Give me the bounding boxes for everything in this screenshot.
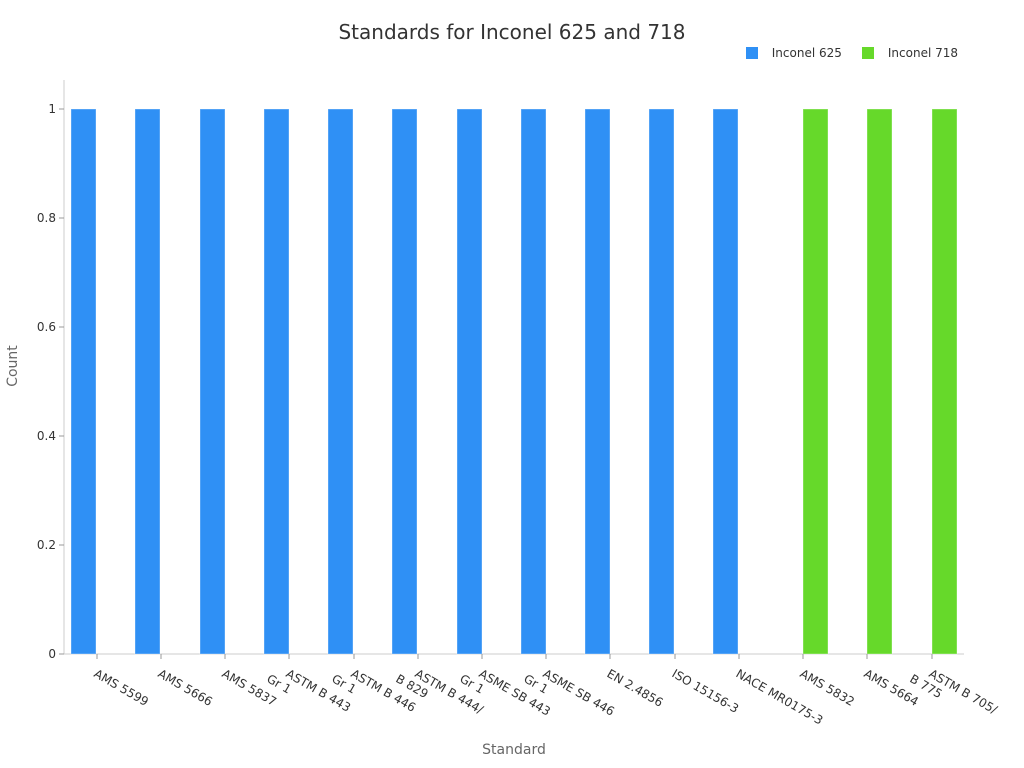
legend-label-inconel-718: Inconel 718 bbox=[887, 46, 958, 60]
bar-inconel-625-7[interactable] bbox=[520, 108, 547, 655]
x-tick-label-line: AMS 5666 bbox=[156, 666, 215, 708]
bar-inconel-625-4[interactable] bbox=[327, 108, 354, 655]
legend-item-inconel-718[interactable]: Inconel 718 bbox=[861, 46, 958, 60]
bar-inconel-625-8[interactable] bbox=[584, 108, 611, 655]
bar-inconel-718-12[interactable] bbox=[866, 108, 893, 655]
x-tick-label: AMS 5664 bbox=[862, 666, 921, 708]
legend-item-inconel-625[interactable]: Inconel 625 bbox=[745, 46, 842, 60]
legend-swatch-inconel-718 bbox=[861, 47, 874, 59]
x-tick-label: AMS 5666 bbox=[156, 666, 215, 708]
legend: Inconel 625 Inconel 718 bbox=[745, 46, 958, 60]
x-axis-label: Standard bbox=[482, 742, 546, 758]
bar-inconel-718-13[interactable] bbox=[931, 108, 958, 655]
y-tick-label: 0.4 bbox=[37, 429, 56, 443]
x-tick-label: ISO 15156-3 bbox=[670, 666, 742, 715]
x-tick-label: ASME SB 446Gr 1 bbox=[521, 659, 617, 730]
x-tick-label: AMS 5599 bbox=[92, 666, 151, 708]
x-tick-label-line: ISO 15156-3 bbox=[670, 666, 742, 715]
bar-inconel-625-0[interactable] bbox=[70, 108, 97, 655]
y-tick-label: 0.2 bbox=[37, 538, 56, 552]
chart-title: Standards for Inconel 625 and 718 bbox=[338, 20, 686, 44]
x-tick-label: EN 2.4856 bbox=[605, 666, 666, 709]
bar-inconel-625-9[interactable] bbox=[648, 108, 675, 655]
x-tick-label-line: AMS 5599 bbox=[92, 666, 151, 708]
x-tick-label: ASTM B 446Gr 1 bbox=[329, 659, 418, 726]
bar-inconel-625-6[interactable] bbox=[456, 108, 483, 655]
y-tick-label: 0.8 bbox=[37, 211, 56, 225]
bar-inconel-625-10[interactable] bbox=[712, 108, 739, 655]
x-tick-label: ASTM B 443Gr 1 bbox=[264, 659, 353, 726]
x-tick-label: AMS 5832 bbox=[798, 666, 857, 708]
bar-inconel-718-11[interactable] bbox=[802, 108, 829, 655]
x-tick-label: ASTM B 444/B 829 bbox=[393, 659, 486, 729]
x-tick-label-line: EN 2.4856 bbox=[605, 666, 666, 709]
bar-inconel-625-1[interactable] bbox=[134, 108, 161, 655]
x-tick-label: ASME SB 443Gr 1 bbox=[457, 659, 553, 730]
bar-inconel-625-5[interactable] bbox=[391, 108, 418, 655]
x-tick-label-line: AMS 5664 bbox=[862, 666, 921, 708]
x-tick-label-line: ASME SB 446 bbox=[541, 666, 617, 718]
bar-inconel-625-3[interactable] bbox=[263, 108, 290, 655]
bar-inconel-625-2[interactable] bbox=[199, 108, 226, 655]
legend-swatch-inconel-625 bbox=[745, 47, 758, 59]
legend-label-inconel-625: Inconel 625 bbox=[771, 46, 842, 60]
y-tick-label: 0 bbox=[48, 647, 56, 661]
x-tick-label-line: AMS 5832 bbox=[798, 666, 857, 708]
y-tick-label: 1 bbox=[48, 102, 56, 116]
x-tick-label: ASTM B 705/B 775 bbox=[907, 659, 1000, 729]
y-tick-label: 0.6 bbox=[37, 320, 56, 334]
